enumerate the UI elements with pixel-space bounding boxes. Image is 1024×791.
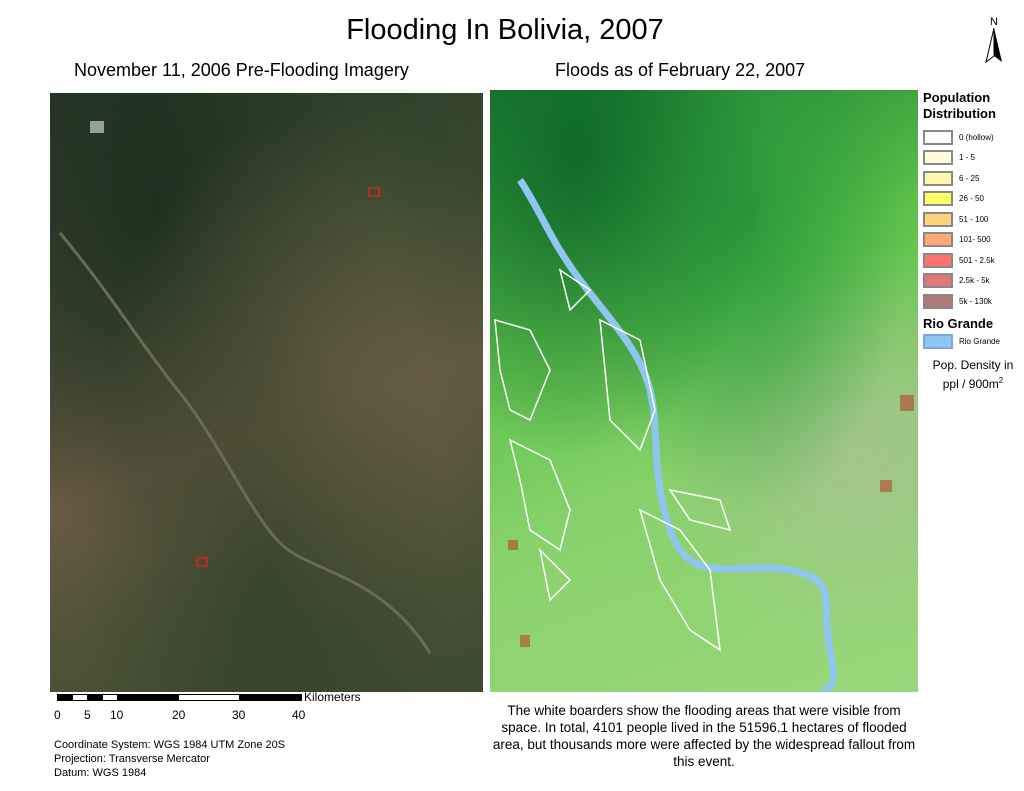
legend-label: 2.5k - 5k <box>959 276 990 286</box>
scale-tick: 40 <box>292 708 306 722</box>
flood-map <box>490 90 918 692</box>
flood-outlines <box>494 268 732 652</box>
density-line1: Pop. Density in <box>932 358 1014 372</box>
legend-label: 0 (hollow) <box>959 132 994 142</box>
legend-item: 2.5k - 5k <box>923 271 1023 292</box>
area-marker <box>196 557 208 567</box>
scale-tick: 20 <box>172 708 186 722</box>
legend-item: 1 - 5 <box>923 148 1023 169</box>
legend-label: 51 - 100 <box>959 214 989 224</box>
legend-item: 501 - 2.5k <box>923 250 1023 271</box>
scale-tick: 30 <box>232 708 246 722</box>
scale-unit: Kilometers <box>304 690 361 704</box>
coordinate-system: Coordinate System: WGS 1984 UTM Zone 20S <box>54 739 286 751</box>
legend: Population Distribution 0 (hollow) 1 - 5 6… <box>923 90 1023 392</box>
right-map-subtitle: Floods as of February 22, 2007 <box>555 60 806 80</box>
left-map-subtitle: November 11, 2006 Pre-Flooding Imagery <box>74 60 409 80</box>
scale-bar <box>57 694 302 701</box>
legend-population-title: Population Distribution <box>923 90 996 121</box>
legend-river-item: Rio Grande <box>923 332 1023 353</box>
map-title: Flooding In Bolivia, 2007 <box>346 14 664 46</box>
legend-river-title: Rio Grande <box>923 315 994 331</box>
river-swatch <box>923 334 953 350</box>
legend-swatch <box>923 129 953 145</box>
density-unit: Pop. Density in ppl / 900m2 <box>923 358 1023 392</box>
density-line2: ppl / 900m <box>942 377 999 391</box>
pre-flood-imagery-map <box>50 93 483 692</box>
legend-item: 101- 500 <box>923 230 1023 251</box>
legend-river-label: Rio Grande <box>959 337 1000 347</box>
projection: Projection: Transverse Mercator <box>54 753 210 765</box>
legend-swatch <box>923 252 953 268</box>
scale-tick: 5 <box>84 708 91 722</box>
legend-item: 5k - 130k <box>923 291 1023 312</box>
legend-swatch <box>923 232 953 248</box>
legend-label: 501 - 2.5k <box>959 255 995 265</box>
legend-swatch <box>923 150 953 166</box>
legend-swatch <box>923 293 953 309</box>
legend-item: 6 - 25 <box>923 168 1023 189</box>
legend-item: 51 - 100 <box>923 209 1023 230</box>
legend-label: 26 - 50 <box>959 194 984 204</box>
legend-swatch <box>923 211 953 227</box>
north-arrow-icon: N <box>980 16 1008 66</box>
legend-item: 0 (hollow) <box>923 127 1023 148</box>
legend-label: 5k - 130k <box>959 296 992 306</box>
coordinate-info: Coordinate System: WGS 1984 UTM Zone 20S… <box>54 738 285 780</box>
datum: Datum: WGS 1984 <box>54 767 147 779</box>
legend-label: 101- 500 <box>959 235 991 245</box>
legend-swatch <box>923 273 953 289</box>
legend-swatch <box>923 170 953 186</box>
legend-label: 6 - 25 <box>959 173 980 183</box>
rio-grande-river <box>517 178 837 692</box>
north-label: N <box>990 16 998 28</box>
scale-tick: 10 <box>110 708 124 722</box>
scale-tick: 0 <box>54 708 61 722</box>
flood-summary-note: The white boarders show the flooding are… <box>492 703 916 769</box>
legend-item: 26 - 50 <box>923 189 1023 210</box>
density-sup: 2 <box>998 376 1004 385</box>
area-marker <box>368 187 380 197</box>
legend-swatch <box>923 191 953 207</box>
legend-label: 1 - 5 <box>959 153 976 163</box>
